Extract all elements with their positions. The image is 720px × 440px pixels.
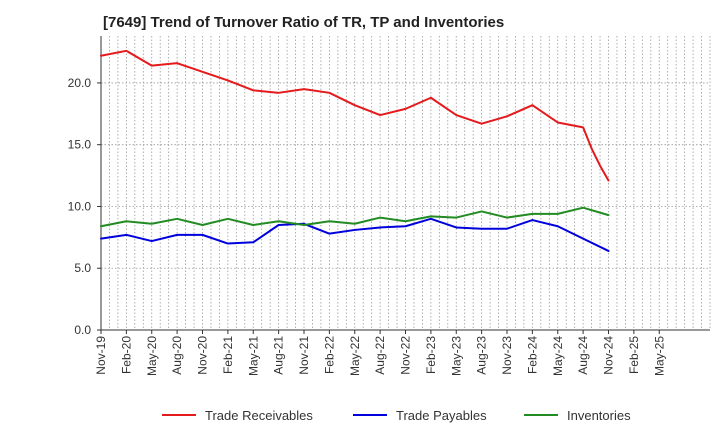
x-tick-label: Nov-24 — [602, 336, 616, 375]
y-tick-label: 5.0 — [74, 261, 91, 275]
legend-label: Trade Receivables — [205, 407, 313, 423]
x-tick-label: Feb-20 — [119, 336, 133, 374]
x-tick-label: Aug-21 — [272, 336, 286, 375]
series-line-trade-receivables — [100, 49, 610, 182]
x-tick-label: Feb-23 — [424, 336, 438, 374]
x-tick-label: Feb-24 — [525, 336, 539, 374]
legend-item: Trade Receivables — [162, 404, 313, 426]
legend-swatch — [353, 414, 387, 416]
x-tick-label: May-24 — [551, 336, 565, 376]
x-tick-label: May-22 — [348, 336, 362, 376]
x-tick-label: Feb-22 — [322, 336, 336, 374]
legend-swatch — [524, 414, 558, 416]
legend-item: Inventories — [524, 404, 631, 426]
chart-legend: Trade Receivables Trade Payables Inventori… — [0, 404, 720, 426]
y-tick-label: 0.0 — [74, 323, 91, 337]
x-tick-label: Nov-19 — [94, 336, 108, 375]
x-tick-label: Aug-20 — [170, 336, 184, 375]
chart-title: [7649] Trend of Turnover Ratio of TR, TP… — [103, 14, 505, 31]
line-chart: 0.0 5.0 10.0 15.0 20.0 Nov-19 Feb-20 May-20 Aug-… — [68, 36, 711, 376]
legend-item: Trade Payables — [353, 404, 487, 426]
x-tick-label: Aug-22 — [373, 336, 387, 375]
x-tick-label: May-25 — [652, 336, 666, 376]
x-tick-label: May-20 — [145, 336, 159, 376]
legend-swatch — [162, 414, 196, 416]
legend-label: Inventories — [567, 407, 631, 423]
x-tick-label: Nov-22 — [399, 336, 413, 375]
x-tick-label: Feb-21 — [221, 336, 235, 374]
x-tick-label: Feb-25 — [627, 336, 641, 374]
series-line-inventories — [100, 206, 610, 228]
x-tick-label: May-23 — [449, 336, 463, 376]
y-tick-label: 20.0 — [68, 76, 92, 90]
x-tick-label: Nov-20 — [196, 336, 210, 375]
horizontal-grid — [101, 82, 710, 269]
x-tick-label: May-21 — [246, 336, 260, 376]
y-tick-label: 10.0 — [68, 199, 92, 213]
y-tick-label: 15.0 — [68, 138, 92, 152]
x-tick-label: Nov-21 — [297, 336, 311, 375]
legend-label: Trade Payables — [396, 407, 487, 423]
series-line-trade-payables — [100, 217, 610, 252]
x-tick-label: Nov-23 — [500, 336, 514, 375]
x-tick-label: Aug-23 — [475, 336, 489, 375]
x-tick-label: Aug-24 — [576, 336, 590, 375]
